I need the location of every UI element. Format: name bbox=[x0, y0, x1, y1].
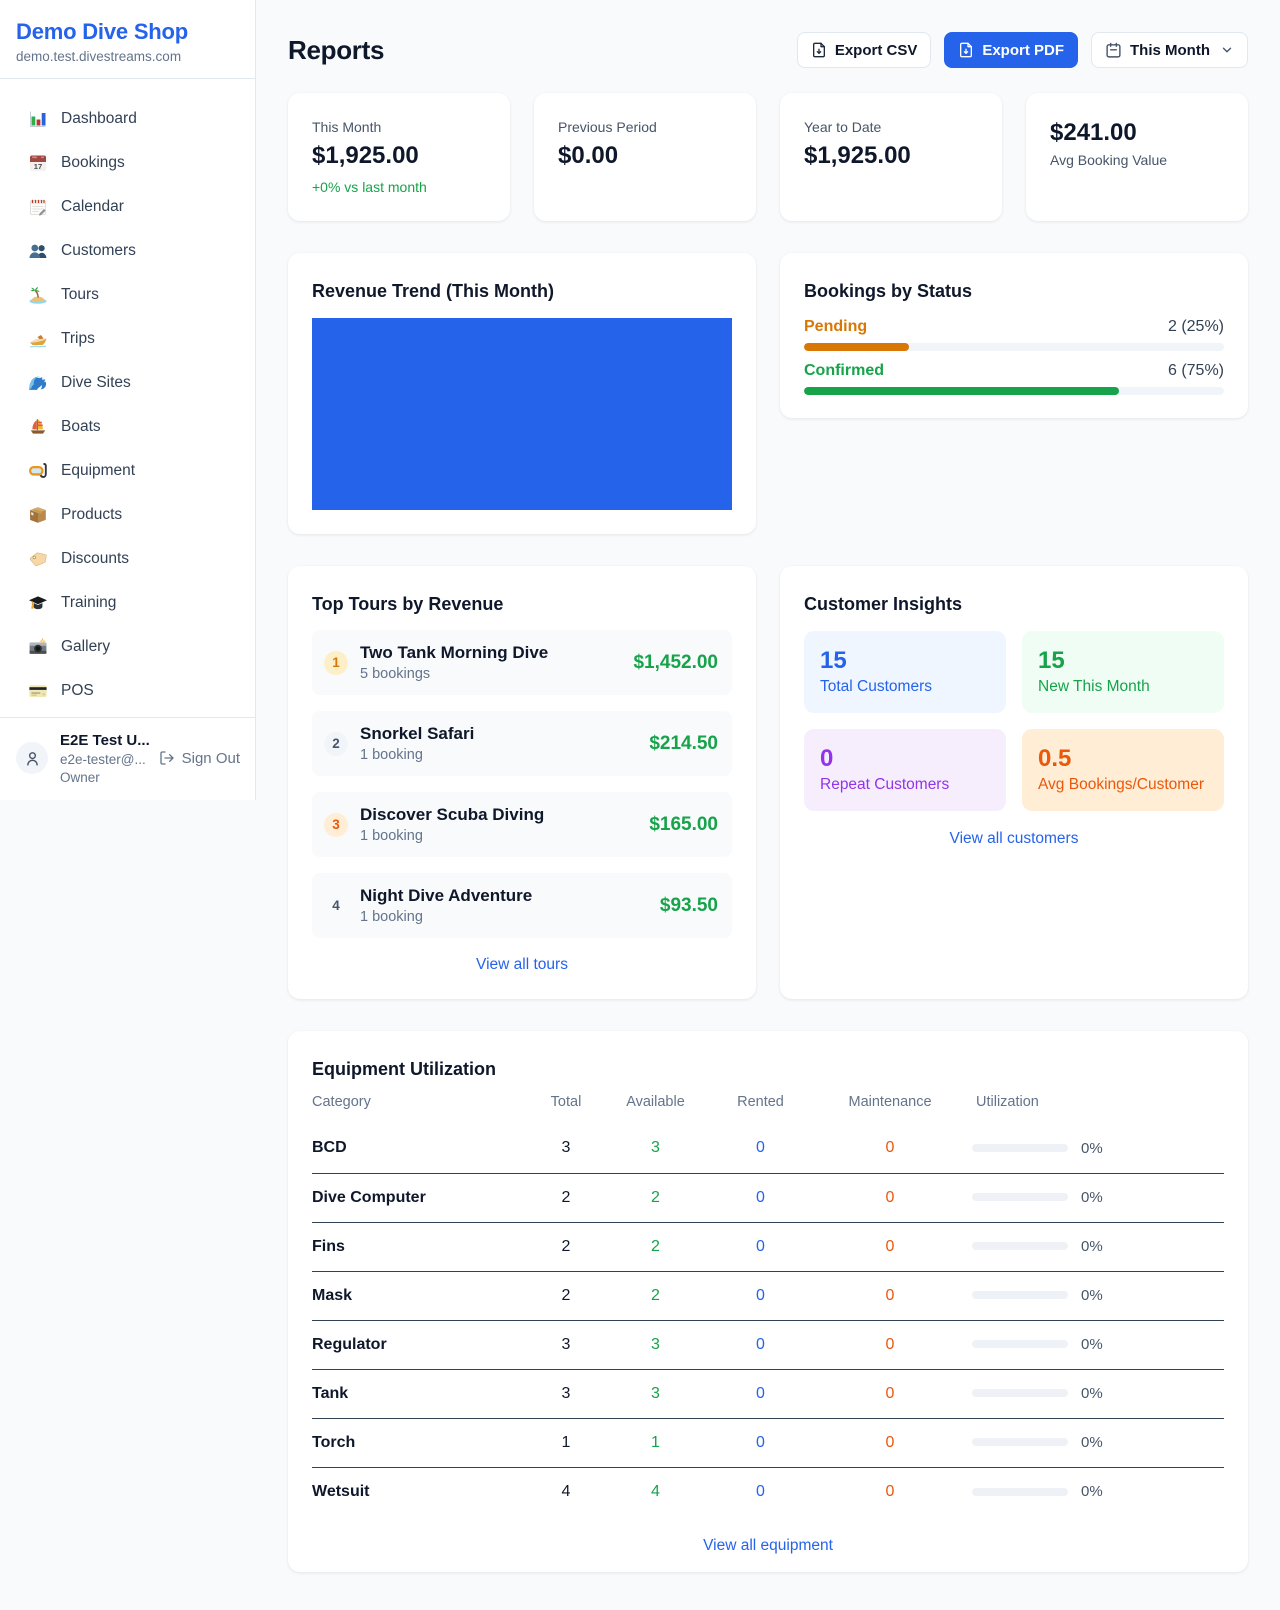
svg-text:17: 17 bbox=[34, 162, 42, 171]
